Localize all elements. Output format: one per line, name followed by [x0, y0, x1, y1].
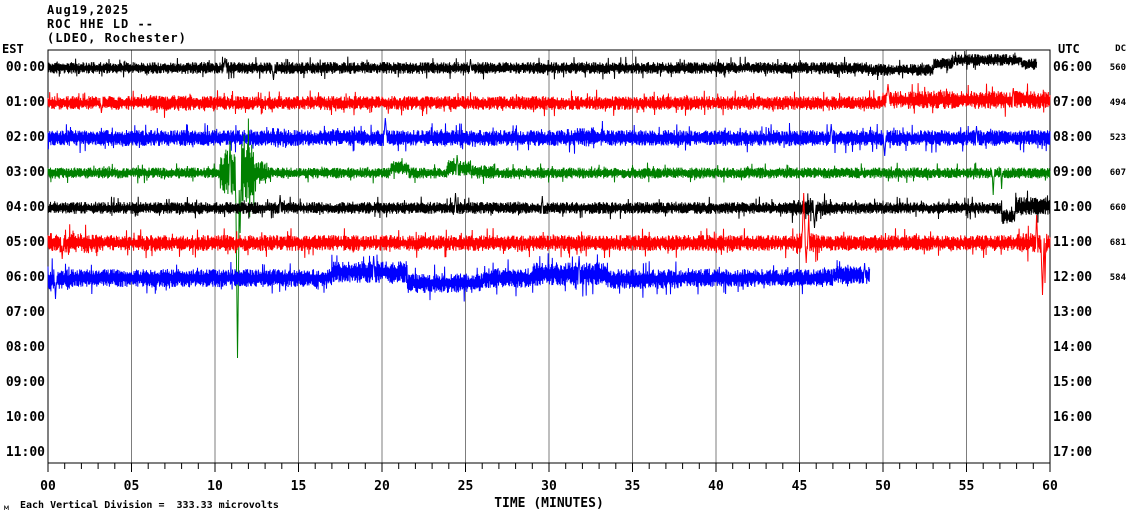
dc-value-label: 494 — [1109, 98, 1126, 108]
trace-02:00 — [47, 117, 1051, 157]
utc-axis-label: UTC — [1058, 42, 1080, 56]
x-tick-label: 30 — [541, 479, 557, 494]
header-station: ROC HHE LD -- — [47, 17, 154, 31]
trace-06:00 — [47, 253, 871, 302]
utc-time-label: 17:00 — [1053, 445, 1093, 460]
dc-value-label: 584 — [1109, 273, 1126, 283]
x-tick-label: 60 — [1042, 479, 1058, 494]
trace-03:00 — [47, 118, 1051, 359]
watermark-mark: м — [4, 503, 9, 512]
utc-time-label: 12:00 — [1053, 270, 1093, 285]
utc-time-label: 11:00 — [1053, 235, 1093, 250]
est-time-label: 09:00 — [5, 375, 45, 390]
est-time-label: 02:00 — [5, 130, 45, 145]
dc-value-label: 607 — [1109, 168, 1126, 178]
x-tick-label: 20 — [374, 479, 390, 494]
header-date: Aug19,2025 — [47, 3, 130, 17]
trace-00:00 — [47, 50, 1038, 81]
est-time-label: 06:00 — [5, 270, 45, 285]
utc-time-label: 14:00 — [1053, 340, 1093, 355]
utc-time-label: 10:00 — [1053, 200, 1093, 215]
plot-frame — [47, 49, 1051, 464]
trace-01:00 — [47, 83, 1051, 118]
x-tick-label: 45 — [791, 479, 808, 494]
utc-time-label: 07:00 — [1053, 95, 1093, 110]
est-axis-label: EST — [2, 42, 24, 56]
x-tick-label: 25 — [457, 479, 474, 494]
est-time-label: 03:00 — [5, 165, 45, 180]
est-time-label: 05:00 — [5, 235, 45, 250]
x-tick-label: 10 — [207, 479, 223, 494]
est-time-label: 01:00 — [5, 95, 45, 110]
utc-time-label: 15:00 — [1053, 375, 1093, 390]
utc-time-label: 08:00 — [1053, 130, 1093, 145]
x-tick-label: 15 — [290, 479, 307, 494]
trace-05:00 — [47, 192, 1051, 296]
x-tick-label: 35 — [624, 479, 641, 494]
x-axis-title: TIME (MINUTES) — [494, 496, 604, 511]
dc-value-label: 560 — [1109, 63, 1126, 73]
utc-time-label: 13:00 — [1053, 305, 1093, 320]
x-tick-label: 40 — [708, 479, 724, 494]
utc-time-label: 06:00 — [1053, 60, 1093, 75]
x-tick-label: 50 — [875, 479, 891, 494]
dc-value-label: 523 — [1109, 133, 1126, 143]
dc-axis-label: DC — [1115, 44, 1126, 54]
est-time-label: 10:00 — [5, 410, 45, 425]
x-tick-label: 55 — [958, 479, 975, 494]
est-time-label: 08:00 — [5, 340, 45, 355]
utc-time-label: 16:00 — [1053, 410, 1093, 425]
scale-note: Each Vertical Division = 333.33 microvol… — [20, 500, 279, 511]
est-time-label: 00:00 — [5, 60, 45, 75]
est-time-label: 04:00 — [5, 200, 45, 215]
dc-value-label: 660 — [1109, 203, 1126, 213]
dc-value-label: 681 — [1109, 238, 1126, 248]
utc-time-label: 09:00 — [1053, 165, 1093, 180]
header-location: (LDEO, Rochester) — [47, 31, 187, 45]
est-time-label: 07:00 — [5, 305, 45, 320]
x-tick-label: 05 — [123, 479, 140, 494]
est-time-label: 11:00 — [5, 445, 45, 460]
x-tick-label: 00 — [40, 479, 56, 494]
trace-04:00 — [47, 190, 1051, 229]
